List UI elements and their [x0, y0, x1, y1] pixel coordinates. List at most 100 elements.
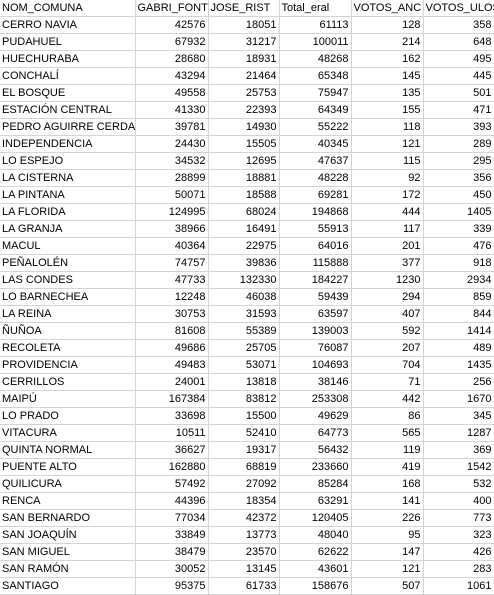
cell-total-eral[interactable]: 76087 — [279, 339, 352, 357]
cell-votos-anc[interactable]: 118 — [351, 118, 424, 136]
header-votos-ulos[interactable]: VOTOS_ULOS — [423, 0, 494, 17]
cell-gabri-font[interactable]: 81608 — [135, 322, 209, 340]
cell-votos-ulos[interactable]: 501 — [423, 84, 494, 102]
cell-nom-comuna[interactable]: SAN MIGUEL — [0, 543, 136, 561]
cell-gabri-font[interactable]: 38966 — [135, 220, 209, 238]
header-gabri-font[interactable]: GABRI_FONT — [135, 0, 209, 17]
table-row[interactable]: SAN BERNARDO 77034 42372 120405 226 773 — [0, 509, 494, 527]
cell-votos-anc[interactable]: 162 — [351, 50, 424, 68]
cell-votos-anc[interactable]: 128 — [351, 16, 424, 34]
cell-gabri-font[interactable]: 74757 — [135, 254, 209, 272]
header-votos-anc[interactable]: VOTOS_ANC — [351, 0, 424, 17]
cell-jose-rist[interactable]: 18931 — [208, 50, 280, 68]
cell-total-eral[interactable]: 184227 — [279, 271, 352, 289]
cell-votos-ulos[interactable]: 426 — [423, 543, 494, 561]
cell-gabri-font[interactable]: 57492 — [135, 475, 209, 493]
cell-jose-rist[interactable]: 61733 — [208, 577, 280, 595]
cell-nom-comuna[interactable]: CERRILLOS — [0, 373, 136, 391]
cell-jose-rist[interactable]: 68024 — [208, 203, 280, 221]
cell-jose-rist[interactable]: 68819 — [208, 458, 280, 476]
cell-total-eral[interactable]: 85284 — [279, 475, 352, 493]
table-row[interactable]: HUECHURABA 28680 18931 48268 162 495 — [0, 50, 494, 68]
cell-votos-anc[interactable]: 704 — [351, 356, 424, 374]
cell-nom-comuna[interactable]: RENCA — [0, 492, 136, 510]
table-row[interactable]: CONCHALÍ 43294 21464 65348 145 445 — [0, 67, 494, 85]
cell-total-eral[interactable]: 120405 — [279, 509, 352, 527]
cell-gabri-font[interactable]: 30052 — [135, 560, 209, 578]
cell-votos-anc[interactable]: 92 — [351, 169, 424, 187]
cell-jose-rist[interactable]: 12695 — [208, 152, 280, 170]
table-row[interactable]: LO BARNECHEA 12248 46038 59439 294 859 — [0, 288, 494, 306]
cell-gabri-font[interactable]: 24430 — [135, 135, 209, 153]
cell-nom-comuna[interactable]: SAN BERNARDO — [0, 509, 136, 527]
cell-gabri-font[interactable]: 24001 — [135, 373, 209, 391]
cell-votos-ulos[interactable]: 1414 — [423, 322, 494, 340]
header-total-eral[interactable]: Total_eral — [279, 0, 352, 17]
cell-votos-anc[interactable]: 121 — [351, 135, 424, 153]
cell-nom-comuna[interactable]: PROVIDENCIA — [0, 356, 136, 374]
cell-jose-rist[interactable]: 52410 — [208, 424, 280, 442]
cell-gabri-font[interactable]: 30753 — [135, 305, 209, 323]
cell-votos-ulos[interactable]: 450 — [423, 186, 494, 204]
cell-gabri-font[interactable]: 10511 — [135, 424, 209, 442]
cell-nom-comuna[interactable]: CERRO NAVIA — [0, 16, 136, 34]
cell-total-eral[interactable]: 100011 — [279, 33, 352, 51]
cell-total-eral[interactable]: 47637 — [279, 152, 352, 170]
table-row[interactable]: CERRILLOS 24001 13818 38146 71 256 — [0, 373, 494, 391]
cell-votos-anc[interactable]: 141 — [351, 492, 424, 510]
cell-gabri-font[interactable]: 49483 — [135, 356, 209, 374]
table-row[interactable]: SANTIAGO 95375 61733 158676 507 1061 — [0, 577, 494, 595]
cell-votos-ulos[interactable]: 489 — [423, 339, 494, 357]
cell-nom-comuna[interactable]: LO BARNECHEA — [0, 288, 136, 306]
table-row[interactable]: RENCA 44396 18354 63291 141 400 — [0, 492, 494, 510]
cell-jose-rist[interactable]: 27092 — [208, 475, 280, 493]
cell-votos-anc[interactable]: 119 — [351, 441, 424, 459]
table-row[interactable]: QUINTA NORMAL 36627 19317 56432 119 369 — [0, 441, 494, 459]
cell-nom-comuna[interactable]: VITACURA — [0, 424, 136, 442]
cell-nom-comuna[interactable]: PEDRO AGUIRRE CERDA — [0, 118, 136, 136]
cell-gabri-font[interactable]: 12248 — [135, 288, 209, 306]
cell-jose-rist[interactable]: 42372 — [208, 509, 280, 527]
table-row[interactable]: SAN RAMÓN 30052 13145 43601 121 283 — [0, 560, 494, 578]
cell-jose-rist[interactable]: 46038 — [208, 288, 280, 306]
cell-jose-rist[interactable]: 18051 — [208, 16, 280, 34]
cell-total-eral[interactable]: 48040 — [279, 526, 352, 544]
table-row[interactable]: SAN MIGUEL 38479 23570 62622 147 426 — [0, 543, 494, 561]
cell-votos-ulos[interactable]: 648 — [423, 33, 494, 51]
cell-nom-comuna[interactable]: LAS CONDES — [0, 271, 136, 289]
table-row[interactable]: LA CISTERNA 28899 18881 48228 92 356 — [0, 169, 494, 187]
cell-jose-rist[interactable]: 55389 — [208, 322, 280, 340]
cell-gabri-font[interactable]: 77034 — [135, 509, 209, 527]
table-row[interactable]: ESTACIÓN CENTRAL 41330 22393 64349 155 471 — [0, 101, 494, 119]
cell-total-eral[interactable]: 56432 — [279, 441, 352, 459]
cell-jose-rist[interactable]: 53071 — [208, 356, 280, 374]
table-row[interactable]: VITACURA 10511 52410 64773 565 1287 — [0, 424, 494, 442]
cell-total-eral[interactable]: 233660 — [279, 458, 352, 476]
cell-votos-ulos[interactable]: 918 — [423, 254, 494, 272]
table-row[interactable]: INDEPENDENCIA 24430 15505 40345 121 289 — [0, 135, 494, 153]
cell-votos-ulos[interactable]: 471 — [423, 101, 494, 119]
table-row[interactable]: RECOLETA 49686 25705 76087 207 489 — [0, 339, 494, 357]
cell-nom-comuna[interactable]: LA CISTERNA — [0, 169, 136, 187]
cell-total-eral[interactable]: 43601 — [279, 560, 352, 578]
cell-votos-ulos[interactable]: 323 — [423, 526, 494, 544]
table-row[interactable]: PUENTE ALTO 162880 68819 233660 419 1542 — [0, 458, 494, 476]
cell-votos-ulos[interactable]: 1670 — [423, 390, 494, 408]
cell-votos-anc[interactable]: 226 — [351, 509, 424, 527]
cell-votos-ulos[interactable]: 295 — [423, 152, 494, 170]
cell-total-eral[interactable]: 194868 — [279, 203, 352, 221]
cell-jose-rist[interactable]: 18354 — [208, 492, 280, 510]
cell-jose-rist[interactable]: 25705 — [208, 339, 280, 357]
cell-jose-rist[interactable]: 15500 — [208, 407, 280, 425]
cell-jose-rist[interactable]: 15505 — [208, 135, 280, 153]
cell-gabri-font[interactable]: 124995 — [135, 203, 209, 221]
cell-nom-comuna[interactable]: SAN JOAQUÍN — [0, 526, 136, 544]
cell-votos-ulos[interactable]: 1542 — [423, 458, 494, 476]
table-row[interactable]: LA FLORIDA 124995 68024 194868 444 1405 — [0, 203, 494, 221]
cell-jose-rist[interactable]: 22393 — [208, 101, 280, 119]
header-jose-rist[interactable]: JOSE_RIST — [208, 0, 280, 17]
table-row[interactable]: QUILICURA 57492 27092 85284 168 532 — [0, 475, 494, 493]
cell-nom-comuna[interactable]: PEÑALOLÉN — [0, 254, 136, 272]
cell-gabri-font[interactable]: 167384 — [135, 390, 209, 408]
cell-votos-anc[interactable]: 155 — [351, 101, 424, 119]
